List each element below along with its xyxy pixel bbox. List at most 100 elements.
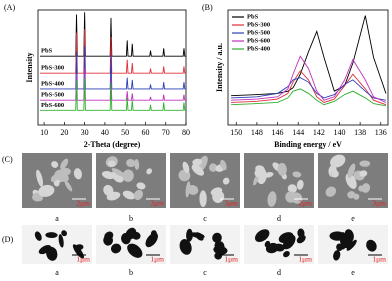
scale-label: 2μm xyxy=(76,199,90,208)
x-tick-label: 144 xyxy=(292,128,304,137)
image-label: b xyxy=(129,268,133,277)
legend-label: PbS xyxy=(41,48,53,55)
particle xyxy=(45,232,58,239)
particle xyxy=(199,190,207,208)
y-axis-label: Intensity xyxy=(25,52,34,82)
particle xyxy=(285,191,297,203)
particle xyxy=(74,244,84,251)
particle xyxy=(145,232,158,248)
x-tick-label: 20 xyxy=(60,128,68,137)
particle xyxy=(51,161,59,168)
particle xyxy=(61,230,67,237)
particle xyxy=(134,158,140,170)
particle xyxy=(253,174,259,186)
particle xyxy=(222,177,230,185)
x-tick-label: 138 xyxy=(354,128,366,137)
particle xyxy=(190,232,205,239)
x-tick-label: 136 xyxy=(375,128,387,137)
micrograph xyxy=(22,225,92,264)
particle xyxy=(182,161,190,174)
panel-label: (C) xyxy=(2,155,13,164)
particle xyxy=(122,169,134,182)
x-tick-label: 60 xyxy=(141,128,149,137)
x-tick-label: 80 xyxy=(182,128,190,137)
series-line xyxy=(231,77,387,101)
particle xyxy=(36,169,44,187)
particle xyxy=(191,164,205,176)
particle xyxy=(366,239,377,252)
scale-label: 1μm xyxy=(224,255,238,264)
series-line xyxy=(40,12,186,57)
scale-label: 3μm xyxy=(150,199,164,208)
micrograph xyxy=(244,225,314,264)
particle xyxy=(296,179,304,190)
particle xyxy=(126,159,136,168)
particle xyxy=(54,171,69,182)
particle xyxy=(359,170,368,177)
particle xyxy=(60,158,69,170)
particle xyxy=(296,234,306,244)
x-axis-label: 2-Theta (degree) xyxy=(84,140,141,149)
x-tick-label: 70 xyxy=(162,128,170,137)
particle xyxy=(212,232,222,243)
scale-label: 2μm xyxy=(298,199,312,208)
legend-label: PbS-400 xyxy=(247,45,270,52)
legend-label: PbS-300 xyxy=(41,65,64,72)
particle xyxy=(186,228,193,242)
particle xyxy=(325,186,337,197)
particle xyxy=(333,250,341,261)
series-line xyxy=(231,15,387,97)
plot-frame xyxy=(37,9,187,126)
panel-label: (A) xyxy=(4,3,15,12)
scale-label: 3μm xyxy=(372,199,386,208)
panel-label: (D) xyxy=(2,235,13,244)
particle xyxy=(265,242,279,254)
micrograph xyxy=(170,225,240,264)
panel-label: (B) xyxy=(202,3,213,12)
legend-label: PbS-600 xyxy=(247,37,270,44)
particle xyxy=(209,163,218,172)
particle xyxy=(192,158,203,166)
micrograph xyxy=(244,153,314,208)
x-axis-label: Binding energy / eV xyxy=(274,140,342,149)
particle xyxy=(210,187,223,196)
particle xyxy=(133,189,144,201)
particle xyxy=(283,250,290,258)
image-label: e xyxy=(351,268,355,277)
particle xyxy=(64,180,73,192)
image-label: d xyxy=(277,268,281,277)
legend-label: PbS xyxy=(247,13,259,20)
scale-label: 1μm xyxy=(372,255,386,264)
scale-label: 1μm xyxy=(76,255,90,264)
particle xyxy=(214,252,223,260)
x-tick-label: 148 xyxy=(251,128,263,137)
image-label: d xyxy=(277,214,281,223)
legend-label: PbS-500 xyxy=(41,92,64,99)
micrograph xyxy=(318,225,388,264)
particle xyxy=(344,229,354,242)
particle xyxy=(103,235,114,246)
particle xyxy=(50,174,59,182)
x-tick-label: 30 xyxy=(81,128,89,137)
particle xyxy=(101,170,115,180)
series-line xyxy=(231,88,387,107)
x-tick-label: 142 xyxy=(313,128,325,137)
particle xyxy=(146,168,152,175)
image-label: c xyxy=(203,214,207,223)
particle xyxy=(287,184,297,194)
particle xyxy=(111,168,126,177)
micrograph xyxy=(318,153,388,208)
image-label: a xyxy=(55,214,59,223)
legend-label: PbS-500 xyxy=(247,29,270,36)
series-line xyxy=(231,70,387,106)
particle xyxy=(38,245,52,255)
image-label: b xyxy=(129,214,133,223)
x-tick-label: 50 xyxy=(121,128,129,137)
scale-label: 1μm xyxy=(298,255,312,264)
particle xyxy=(73,168,82,180)
particle xyxy=(110,243,122,254)
particle xyxy=(347,191,356,199)
x-tick-label: 150 xyxy=(230,128,242,137)
